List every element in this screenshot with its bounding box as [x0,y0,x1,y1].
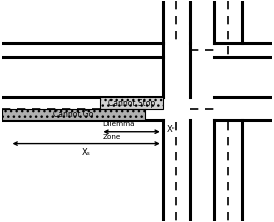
Text: Cannot Go: Cannot Go [53,110,93,119]
Bar [2,109,145,120]
Bar [101,97,163,109]
Text: Zone: Zone [102,134,121,140]
Text: Cannot Stop: Cannot Stop [108,99,155,108]
Text: Dilemma: Dilemma [102,121,135,127]
Text: Xᶜ: Xᶜ [167,125,175,134]
Text: Xₛ: Xₛ [82,148,91,157]
